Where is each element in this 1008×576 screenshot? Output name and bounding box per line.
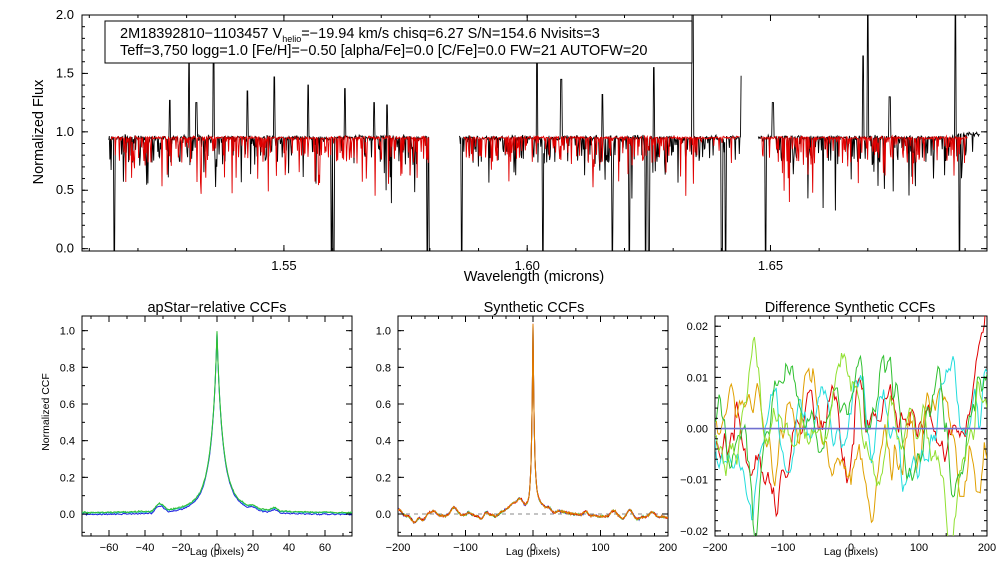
- synthetic-ccf-ticks: −200 −100 0 100 200 0.0 0.2 0.4 0.6 0.8 1.0: [376, 316, 677, 554]
- difference-ccf-visit-3: [715, 356, 987, 521]
- difference-ccf-visit-1: [715, 316, 986, 518]
- y-tick-label: 0.8: [60, 362, 75, 374]
- x-tick-label: −200: [703, 542, 728, 554]
- apstar-ccf-frame: [81, 315, 353, 537]
- y-tick-label: 0.6: [376, 399, 391, 411]
- apstar-ccf-visit-3: [82, 331, 352, 515]
- difference-ccf-ticks: −200 −100 0 100 200 −0.02 −0.01 0.00 0.01 0.02: [680, 316, 996, 554]
- x-tick-label: 1.55: [271, 258, 296, 273]
- x-tick-label: −40: [136, 542, 155, 554]
- info-line-2: Teff=3,750 logg=1.0 [Fe/H]=−0.50 [alpha/…: [120, 43, 647, 59]
- info-line-1: 2M18392810−1103457 Vhelio=−19.94 km/s ch…: [120, 26, 600, 44]
- x-tick-label: 20: [247, 542, 259, 554]
- apstar-ccf-visit-2: [82, 331, 352, 515]
- y-tick-label: 0.2: [376, 472, 391, 484]
- difference-ccf-panel: Difference Synthetic CCFs −200 −100 0 100 20…: [680, 300, 996, 558]
- difference-ccf-visit-4: [715, 354, 987, 536]
- x-tick-label: −20: [172, 542, 191, 554]
- synthetic-ccf-plot-area: [398, 323, 668, 525]
- y-tick-label: 0.0: [376, 509, 391, 521]
- y-tick-label: 0.02: [687, 321, 708, 333]
- model-spectrum-chip-1: [110, 134, 430, 196]
- spectrum-plot-area: [108, 15, 980, 251]
- y-tick-label: 0.00: [687, 424, 708, 436]
- x-tick-label: 0: [530, 542, 536, 554]
- spectrum-xlabel: Wavelength (microns): [464, 269, 604, 285]
- apstar-ccf-ticks: −60 −40 −20 0 20 40 60 0.0 0.2 0.4 0.6 0.8 1.0: [60, 316, 352, 554]
- spectrum-ticks: 1.55 1.60 1.65 0.0 0.5 1.0 1.5 2.0: [56, 7, 987, 273]
- difference-ccf-title: Difference Synthetic CCFs: [765, 300, 936, 316]
- apstar-ccf-xlabel: Lag (pixels): [190, 546, 244, 558]
- x-tick-label: 200: [978, 542, 996, 554]
- x-tick-label: 0: [848, 542, 854, 554]
- x-tick-label: 0: [214, 542, 220, 554]
- y-tick-label: 0.6: [60, 399, 75, 411]
- y-tick-label: 0.4: [376, 436, 391, 448]
- y-tick-label: −0.02: [680, 526, 708, 538]
- info-box: [104, 20, 693, 64]
- synthetic-ccf-combined: [398, 323, 668, 524]
- spectrum-frame: [81, 14, 988, 252]
- synthetic-ccf-panel: Synthetic CCFs −200 −100 0 100 200 0.0 0.2 0.4 0…: [376, 300, 677, 558]
- spectrum-ylabel: Normalized Flux: [31, 79, 47, 184]
- x-tick-label: 1.65: [758, 258, 783, 273]
- x-tick-label: 100: [591, 542, 609, 554]
- model-spectrum-chip-2: [463, 134, 740, 196]
- synthetic-ccf-title: Synthetic CCFs: [484, 300, 585, 316]
- spectrum-panel: 1.55 1.60 1.65 0.0 0.5 1.0 1.5 2.0 2M18392810−1…: [31, 7, 988, 285]
- y-tick-label: 1.0: [60, 326, 75, 338]
- difference-ccf-visit-5: [715, 336, 987, 536]
- y-tick-label: 0.0: [60, 509, 75, 521]
- y-tick-label: 2.0: [56, 7, 74, 22]
- apstar-ccf-plot-area: [82, 331, 352, 516]
- x-tick-label: −200: [386, 542, 411, 554]
- y-tick-label: 1.0: [56, 124, 74, 139]
- apstar-ccf-title: apStar−relative CCFs: [147, 300, 286, 316]
- x-tick-label: −100: [771, 542, 796, 554]
- y-tick-label: 0.5: [56, 182, 74, 197]
- model-spectrum-chip-3: [760, 134, 968, 203]
- x-tick-label: 40: [283, 542, 295, 554]
- y-tick-label: 0.2: [60, 472, 75, 484]
- observed-spectrum-chip-3: [757, 15, 980, 251]
- difference-ccf-plot-area: [715, 316, 987, 536]
- difference-ccf-xlabel: Lag (pixels): [824, 546, 878, 558]
- x-tick-label: 1.60: [515, 258, 540, 273]
- x-tick-label: 200: [659, 542, 677, 554]
- apstar-ccf-ylabel: Normalized CCF: [40, 373, 52, 451]
- y-tick-label: 1.0: [376, 326, 391, 338]
- x-tick-label: −100: [453, 542, 478, 554]
- x-tick-label: 100: [910, 542, 928, 554]
- x-tick-label: −60: [100, 542, 119, 554]
- y-tick-label: −0.01: [680, 475, 708, 487]
- y-tick-label: 0.4: [60, 436, 75, 448]
- y-tick-label: 1.5: [56, 65, 74, 80]
- x-tick-label: 60: [319, 542, 331, 554]
- y-tick-label: 0.0: [56, 241, 74, 256]
- y-tick-label: 0.01: [687, 372, 708, 384]
- synthetic-ccf-xlabel: Lag (pixels): [506, 546, 560, 558]
- apstar-ccf-panel: apStar−relative CCFs −60 −40 −20 0 20 40 60 0.0…: [40, 300, 353, 558]
- apstar-ccf-visit-1: [82, 333, 352, 516]
- y-tick-label: 0.8: [376, 362, 391, 374]
